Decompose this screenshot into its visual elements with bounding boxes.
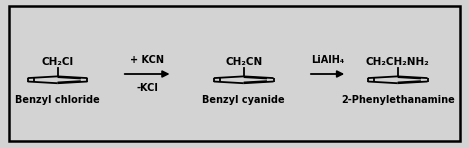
Text: LiAlH₄: LiAlH₄ (311, 55, 344, 65)
Text: 2-Phenylethanamine: 2-Phenylethanamine (341, 95, 454, 105)
Text: Benzyl chloride: Benzyl chloride (15, 95, 100, 105)
Text: + KCN: + KCN (130, 55, 164, 65)
Text: CH₂CN: CH₂CN (225, 57, 262, 67)
Text: CH₂CH₂NH₂: CH₂CH₂NH₂ (366, 57, 430, 67)
Text: Benzyl cyanide: Benzyl cyanide (203, 95, 285, 105)
Text: CH₂Cl: CH₂Cl (41, 57, 74, 67)
Text: -KCl: -KCl (136, 83, 158, 93)
